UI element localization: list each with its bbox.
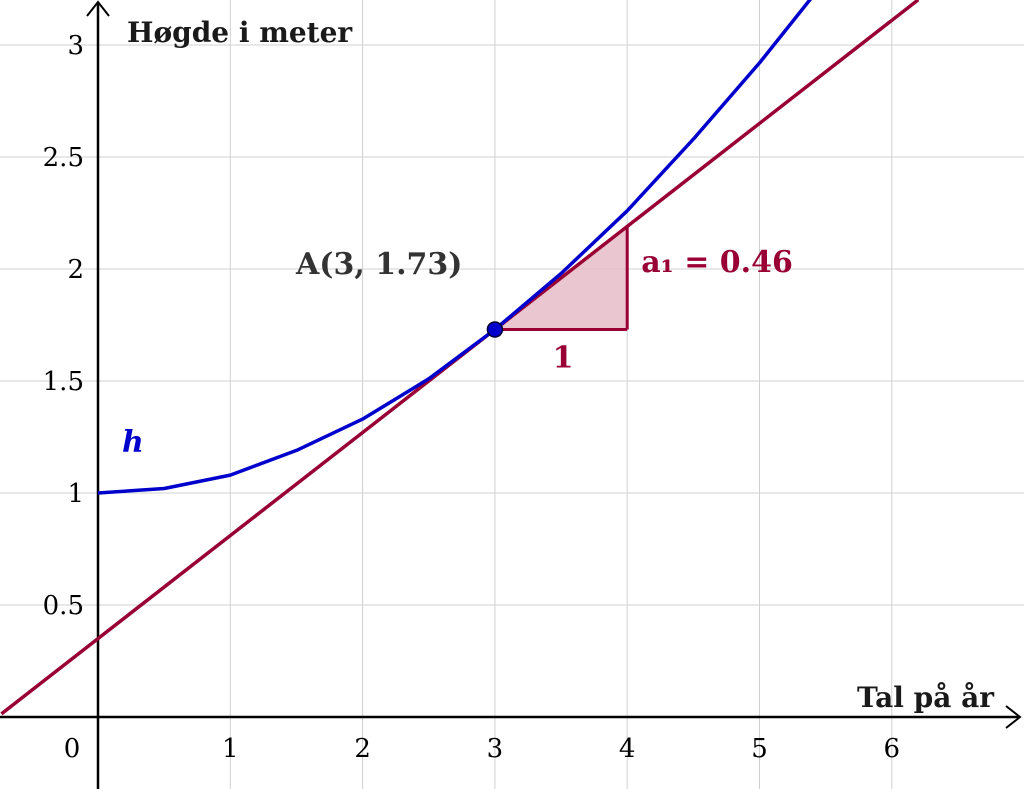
point-a [486,321,504,338]
x-tick-label: 3 [487,734,504,764]
y-tick-label: 2 [67,255,84,285]
x-tick-label: 1 [222,734,239,764]
x-tick-label: 4 [619,734,636,764]
x-tick-label: 6 [884,734,901,764]
x-axis-label: Tal på år [857,681,995,714]
y-tick-label: 3 [67,31,84,61]
triangle-run-label: 1 [553,340,574,375]
origin-label: 0 [64,734,81,764]
plot-area: h A(3, 1.73) 1 a₁ = 0.46 [0,0,920,716]
point-a-label: A(3, 1.73) [295,247,463,282]
x-tick-label: 2 [354,734,371,764]
curve-h [97,0,812,495]
curve-h-label: h [122,425,144,460]
y-tick-label: 1 [67,479,84,509]
y-axis-arrow [86,0,110,17]
y-tick-label: 2.5 [43,143,84,173]
tick-labels: 1 2 3 4 5 6 0.5 1 1.5 2 2.5 3 0 [43,31,900,764]
y-tick-label: 1.5 [43,367,84,397]
triangle-rise-label: a₁ = 0.46 [641,245,793,280]
x-axis-arrow [1005,705,1022,729]
x-tick-label: 5 [751,734,768,764]
y-axis-label: Høgde i meter [127,16,353,49]
y-tick-label: 0.5 [43,591,84,621]
